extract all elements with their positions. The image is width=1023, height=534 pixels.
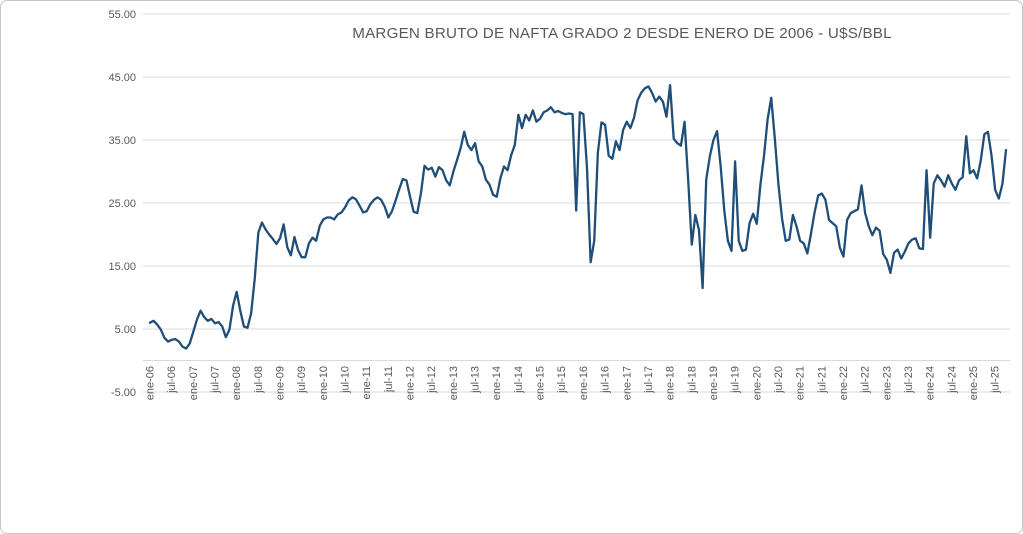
x-axis-tick-label: jul-10 <box>340 366 352 394</box>
series-line <box>148 84 1008 350</box>
x-axis-tick-label: ene-15 <box>535 366 547 400</box>
x-axis-tick-label: jul-23 <box>903 366 915 394</box>
x-axis-tick-label: jul-25 <box>990 366 1002 394</box>
x-axis-tick-label: jul-20 <box>773 366 785 394</box>
x-axis-tick-label: jul-15 <box>556 366 568 394</box>
x-axis-tick-label: jul-18 <box>686 366 698 394</box>
y-axis-tick-label: -5.00 <box>111 387 136 399</box>
x-axis-tick-label: ene-22 <box>838 366 850 400</box>
x-axis-tick-label: jul-11 <box>383 366 395 393</box>
x-axis-tick-label: jul-13 <box>470 366 482 394</box>
x-axis-tick-label: ene-14 <box>491 366 503 400</box>
x-axis-tick-label: jul-17 <box>643 366 655 394</box>
y-axis-tick-label: 25.00 <box>108 198 136 210</box>
x-axis-tick-label: jul-21 <box>816 366 828 394</box>
x-axis-tick-label: ene-20 <box>751 366 763 400</box>
x-axis-tick-label: jul-07 <box>210 366 222 394</box>
x-axis-tick-label: jul-24 <box>946 366 958 394</box>
x-axis-tick-label: ene-09 <box>275 366 287 400</box>
x-axis-tick-label: jul-19 <box>730 366 742 394</box>
x-axis-tick-label: ene-21 <box>795 366 807 400</box>
x-axis-tick-label: jul-16 <box>600 366 612 394</box>
x-axis-tick-label: ene-17 <box>621 366 633 400</box>
y-axis-tick-label: 5.00 <box>115 324 136 336</box>
x-axis-tick-label: ene-06 <box>145 366 157 400</box>
x-axis-tick-label: jul-08 <box>253 366 265 394</box>
x-axis-tick-label: jul-06 <box>166 366 178 394</box>
x-axis-tick-label: jul-09 <box>296 366 308 394</box>
y-axis-tick-label: 55.00 <box>108 9 136 21</box>
x-axis-tick-label: jul-14 <box>513 366 525 394</box>
x-axis-tick-label: ene-07 <box>188 366 200 400</box>
x-axis-tick-label: ene-18 <box>665 366 677 400</box>
x-axis-tick-label: ene-16 <box>578 366 590 400</box>
x-axis-tick-label: ene-23 <box>881 366 893 400</box>
x-axis-tick-label: ene-13 <box>448 366 460 400</box>
x-axis-tick-label: ene-24 <box>925 366 937 400</box>
x-axis-tick-label: ene-10 <box>318 366 330 400</box>
y-axis-tick-label: 15.00 <box>108 261 136 273</box>
y-axis-tick-label: 35.00 <box>108 135 136 147</box>
x-axis-tick-label: ene-25 <box>968 366 980 400</box>
x-axis-tick-label: jul-22 <box>860 366 872 394</box>
y-axis-tick-label: 45.00 <box>108 72 136 84</box>
x-axis-tick-label: ene-08 <box>231 366 243 400</box>
x-axis-tick-label: ene-19 <box>708 366 720 400</box>
chart-title: MARGEN BRUTO DE NAFTA GRADO 2 DESDE ENER… <box>352 25 892 42</box>
x-axis-tick-label: jul-12 <box>426 366 438 394</box>
x-axis-tick-label: ene-12 <box>405 366 417 400</box>
x-axis-tick-label: ene-11 <box>361 366 373 399</box>
